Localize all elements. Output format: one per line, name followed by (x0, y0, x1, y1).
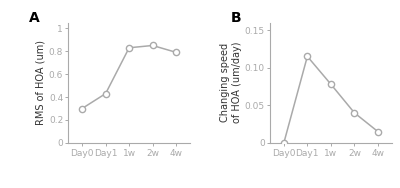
Y-axis label: RMS of HOA (um): RMS of HOA (um) (36, 40, 46, 125)
Text: A: A (29, 11, 40, 24)
Text: B: B (231, 11, 241, 24)
Y-axis label: Changing speed
of HOA (um/day): Changing speed of HOA (um/day) (220, 42, 242, 124)
